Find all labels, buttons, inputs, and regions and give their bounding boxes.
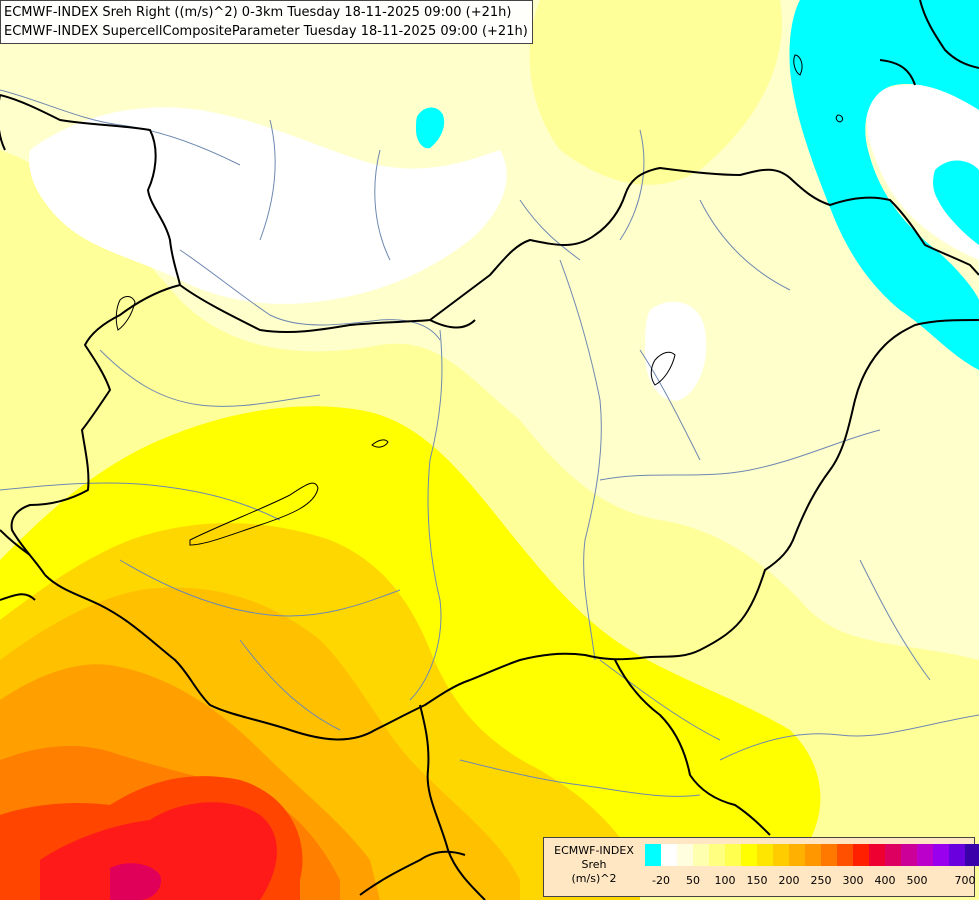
legend-tick-label: 500 [906,874,928,887]
legend-swatch [773,844,789,866]
legend-tick-label: 700 [954,874,976,887]
legend-tick-label: 200 [778,874,800,887]
legend-swatch [661,844,677,866]
legend-swatch [853,844,869,866]
legend-swatch [933,844,949,866]
field-cyan-lake [416,107,445,149]
legend-label-line-3: (m/s)^2 [571,872,617,885]
color-legend: ECMWF-INDEX Sreh (m/s)^2 -20 50 100 150 200 2… [543,837,979,897]
legend-tick-label: 300 [842,874,864,887]
legend-swatches [645,844,979,866]
field-cyan-east-strip [933,160,979,245]
legend-swatch [821,844,837,866]
legend-swatch [837,844,853,866]
legend-swatch [805,844,821,866]
field-white-east [645,301,707,401]
legend-swatch [949,844,965,866]
legend-label-line-1: ECMWF-INDEX [554,844,634,857]
lakes [115,54,844,546]
map-title-box: ECMWF-INDEX Sreh Right ((m/s)^2) 0-3km T… [0,0,533,44]
map-title-line-2: ECMWF-INDEX SupercellCompositeParameter … [4,24,528,39]
legend-tick-label: 250 [810,874,832,887]
legend-swatch [693,844,709,866]
legend-swatch [901,844,917,866]
rivers [0,89,979,797]
legend-swatch [725,844,741,866]
field-cyan-northeast [789,0,979,370]
legend-swatch [757,844,773,866]
legend-ticks: -20 50 100 150 200 250 300 400 500 700 [645,874,975,890]
legend-swatch [709,844,725,866]
field-red [40,802,277,900]
legend-swatch [965,844,979,866]
field-light-yellow-north [529,0,782,185]
legend-swatch [677,844,693,866]
legend-label-line-2: Sreh [581,858,607,871]
legend-swatch [741,844,757,866]
legend-swatch [869,844,885,866]
map-title-line-1: ECMWF-INDEX Sreh Right ((m/s)^2) 0-3km T… [4,5,512,20]
field-crimson [110,863,161,900]
legend-swatch [885,844,901,866]
legend-swatch [917,844,933,866]
legend-swatch [789,844,805,866]
legend-tick-label: 150 [746,874,768,887]
legend-tick-label: 50 [686,874,700,887]
legend-tick-label: -20 [652,874,670,887]
legend-tick-label: 400 [874,874,896,887]
legend-swatch [645,844,661,866]
legend-label: ECMWF-INDEX Sreh (m/s)^2 [546,844,642,886]
legend-tick-label: 100 [714,874,736,887]
